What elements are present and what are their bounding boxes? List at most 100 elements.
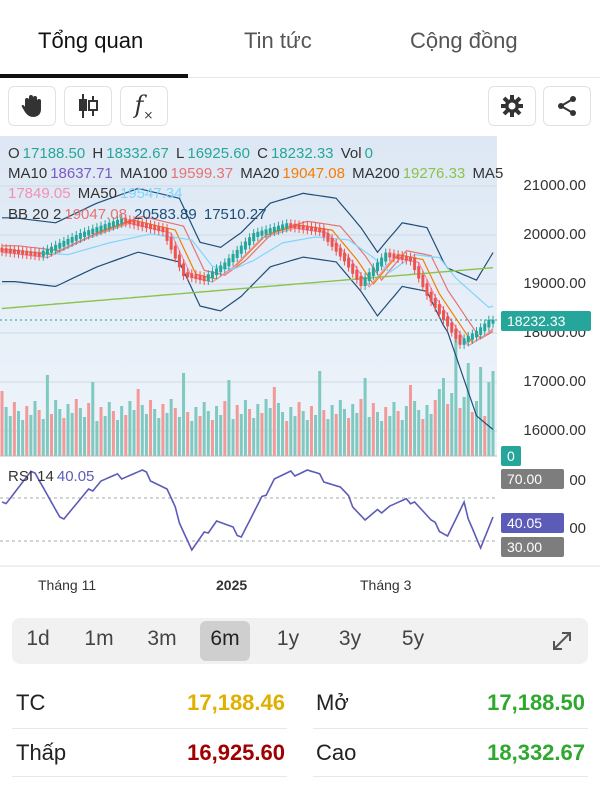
indicator-lines [1, 187, 494, 430]
volume-bar [479, 367, 483, 456]
volume-bar [62, 418, 66, 456]
volume-bar [78, 408, 82, 456]
volume-bar [173, 408, 177, 456]
candle-body [0, 247, 4, 253]
candle-body [87, 230, 91, 236]
tab-community[interactable]: Cộng đồng [410, 28, 518, 53]
volume-bar [285, 421, 289, 456]
range-3m[interactable]: 3m [147, 627, 177, 650]
candle-body [272, 226, 276, 233]
stat-open-label: Mở [316, 690, 349, 715]
volume-bar [264, 399, 268, 456]
divider [313, 776, 588, 777]
range-1d[interactable]: 1d [26, 627, 50, 650]
candle-body [91, 228, 95, 235]
rsi-line [1, 469, 494, 552]
range-6m[interactable]: 6m [200, 621, 250, 661]
gear-icon [501, 95, 523, 117]
candle-body [433, 297, 437, 309]
volume-bar [483, 416, 487, 456]
candle-body [128, 219, 132, 225]
candle-body [95, 227, 99, 233]
volume-bar [206, 411, 210, 456]
candle-body [301, 225, 305, 230]
candle-body [243, 241, 247, 250]
candle-body [441, 310, 445, 321]
candle-body [355, 269, 359, 280]
volume-bar [487, 382, 491, 456]
volume-bar [417, 410, 421, 456]
chart-type-button[interactable] [64, 86, 112, 126]
tab-overview[interactable]: Tổng quan [38, 28, 144, 53]
volume-bar [12, 402, 16, 456]
indicator-line [2, 251, 494, 430]
candle-body [17, 249, 21, 255]
indicator-line [1, 267, 494, 310]
settings-button[interactable] [488, 86, 536, 126]
volume-bar [17, 411, 21, 456]
candle-body [260, 230, 264, 236]
candle-body [29, 251, 33, 256]
candle-body [12, 249, 16, 254]
volume-bar [37, 410, 41, 456]
range-3y[interactable]: 3y [338, 627, 362, 650]
volume-bar [330, 405, 334, 456]
current-price-badge: 18232.33 [501, 311, 591, 331]
volume-bar [132, 410, 136, 456]
indicators-button[interactable]: f× [120, 86, 168, 126]
candle-body [231, 254, 235, 263]
volume-bar [190, 421, 194, 456]
candle-body [227, 258, 231, 267]
candle-body [206, 274, 210, 282]
candle-body [375, 262, 379, 272]
volume-bar [8, 416, 12, 456]
range-5y[interactable]: 5y [401, 627, 425, 650]
candle-body [359, 275, 363, 286]
price-chart[interactable] [0, 0, 600, 570]
candle-body [210, 271, 214, 279]
candle-body [479, 327, 483, 335]
share-icon [558, 96, 576, 116]
chart-background [0, 136, 497, 456]
candle-body [491, 319, 495, 324]
candle-body [70, 236, 74, 243]
candle-body [37, 252, 41, 257]
volume-bar [99, 407, 103, 456]
rsi-70-badge: 70.00 [501, 469, 564, 489]
tab-news[interactable]: Tin tức [244, 28, 312, 53]
volume-bar [351, 404, 355, 456]
candle-body [177, 254, 181, 268]
candle-body [103, 224, 107, 230]
volume-bar [87, 403, 91, 456]
volume-bar [276, 403, 280, 456]
rsi-value-badge: 40.05 [501, 513, 564, 533]
candle-body [83, 231, 87, 237]
volume-bar [74, 399, 78, 456]
volume-bar [491, 371, 495, 456]
expand-icon[interactable] [550, 629, 574, 653]
candle-body [309, 226, 313, 231]
stat-tc-label: TC [16, 690, 46, 715]
stat-low-value: 16,925.60 [187, 740, 285, 765]
candle-body [334, 242, 338, 252]
candle-body [153, 225, 157, 231]
volume-bar [231, 419, 235, 456]
volume-bar [41, 419, 45, 456]
volume-bar [124, 415, 128, 456]
candle-body [157, 226, 161, 232]
crosshair-tool-button[interactable] [8, 86, 56, 126]
share-button[interactable] [543, 86, 591, 126]
volume-bar [371, 403, 375, 456]
volume-bar [161, 404, 165, 456]
volume-bar [268, 408, 272, 456]
volume-bar [474, 401, 478, 456]
volume-bar [289, 407, 293, 456]
time-axis-label: Tháng 11 [38, 577, 97, 593]
candle-body [396, 254, 400, 260]
volume-bar [128, 401, 132, 456]
range-1m[interactable]: 1m [84, 627, 114, 650]
range-1y[interactable]: 1y [276, 627, 300, 650]
volume-bar [384, 407, 388, 456]
volume-bar [314, 415, 318, 456]
candle-body [487, 319, 491, 328]
